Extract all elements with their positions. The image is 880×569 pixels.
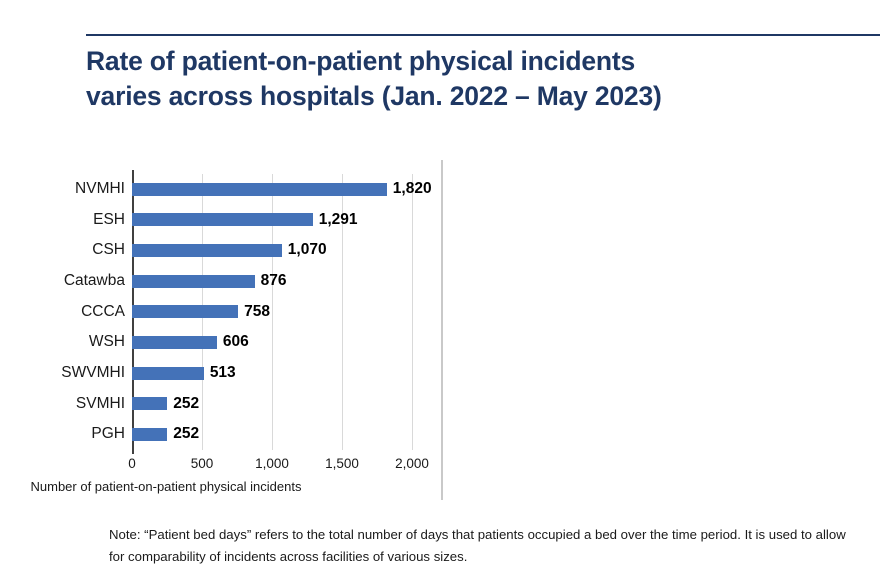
bar[interactable] xyxy=(132,244,282,258)
category-label: Catawba xyxy=(63,272,125,289)
bar-row: PGH 252 xyxy=(91,419,532,450)
x-tick-label: 500 xyxy=(190,456,214,471)
bar[interactable] xyxy=(132,366,204,380)
bar-value-label: 513 xyxy=(209,364,236,381)
bar[interactable] xyxy=(132,428,168,442)
bar[interactable] xyxy=(132,336,217,350)
category-label: SVMHI xyxy=(75,394,125,412)
bar[interactable] xyxy=(132,274,255,288)
bar-row: Catawba 876 xyxy=(64,266,532,297)
x-tick-label: 1,000 xyxy=(255,456,289,471)
gridline xyxy=(412,174,413,450)
bar-row: ESH 1,291 xyxy=(93,205,532,236)
x-tick-label: 2,000 xyxy=(395,456,429,471)
bar-value-label: 1,820 xyxy=(392,180,432,197)
category-label: NVMHI xyxy=(75,180,125,197)
category-label: ESH xyxy=(93,210,125,228)
category-label: SWVMHI xyxy=(61,364,125,381)
bar-value-label: 606 xyxy=(222,333,249,351)
charts-container: 0 500 1,000 1,500 2,000 Number of patient-on… xyxy=(0,160,880,505)
bar-row: WSH 606 xyxy=(89,327,532,358)
bar[interactable] xyxy=(132,213,313,227)
page-title: Rate of patient-on-patient physical inci… xyxy=(86,46,662,111)
bar-row: SVMHI 252 xyxy=(76,389,532,420)
plot-area-incident-counts: 0 500 1,000 1,500 2,000 Number of patient-on… xyxy=(31,170,432,494)
bar-value-label: 252 xyxy=(173,394,200,412)
chart-panel-incident-counts: 0 500 1,000 1,500 2,000 Number of patient-on… xyxy=(12,160,437,505)
x-axis-title: Number of patient-on-patient physical in… xyxy=(30,479,302,494)
gridline xyxy=(342,174,343,450)
x-tick-label: 1,500 xyxy=(325,456,359,471)
footnote-note: Note: “Patient bed days” refers to the t… xyxy=(109,527,846,564)
bar-value-label: 876 xyxy=(260,272,287,289)
bar-value-label: 1,291 xyxy=(318,210,358,228)
x-tick-label: 0 xyxy=(128,456,136,471)
bar[interactable] xyxy=(132,397,168,411)
bar-value-label: 758 xyxy=(244,302,270,320)
bar-row: NVMHI 1,820 xyxy=(75,174,532,205)
bar-value-label: 252 xyxy=(173,425,200,443)
panel-divider xyxy=(441,160,443,500)
bar-row: CSH 1,070 xyxy=(92,235,532,266)
chart-panel-incident-rates: 0.020.040.060.080.0 Rate per 1,000 patie… xyxy=(445,160,875,505)
category-label: WSH xyxy=(88,333,125,351)
bar[interactable] xyxy=(132,182,387,196)
category-label: PGH xyxy=(91,425,125,443)
title-rule xyxy=(86,34,880,36)
x-axis-ticks: 0 500 1,000 1,500 2,000 xyxy=(128,456,429,476)
bar-value-label: 1,070 xyxy=(287,241,327,259)
category-label: CCCA xyxy=(81,302,125,320)
bar[interactable] xyxy=(132,305,239,319)
bar-row: CCCA 758 xyxy=(81,297,532,328)
bar-row: SWVMHI 513 xyxy=(61,358,532,389)
category-label: CSH xyxy=(92,241,125,259)
gridline xyxy=(272,174,273,450)
